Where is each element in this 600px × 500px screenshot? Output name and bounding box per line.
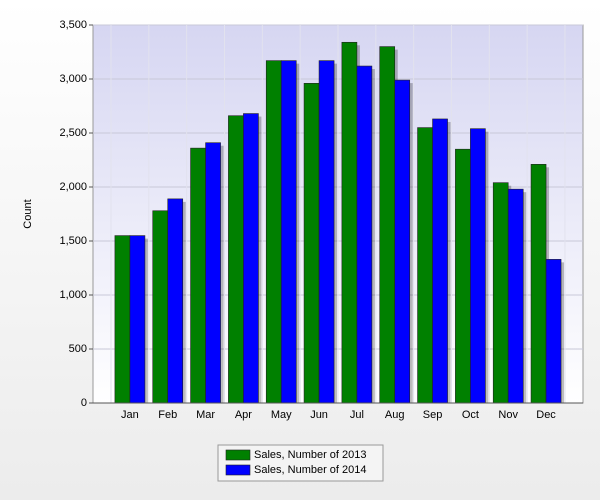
x-tick-label: May xyxy=(271,409,292,421)
legend-label: Sales, Number of 2013 xyxy=(254,449,367,461)
y-tick-label: 1,000 xyxy=(59,289,87,301)
bar xyxy=(167,198,184,404)
bar xyxy=(341,41,358,404)
x-tick-label: Nov xyxy=(498,409,518,421)
bar-shade xyxy=(220,145,224,403)
y-tick-label: 3,000 xyxy=(59,73,87,85)
bar-shade xyxy=(371,69,375,403)
x-tick-label: Aug xyxy=(385,409,405,421)
legend-swatch xyxy=(225,449,251,461)
y-tick-label: 1,500 xyxy=(59,235,87,247)
bar xyxy=(243,113,259,404)
x-tick-label: Mar xyxy=(196,409,215,421)
bar xyxy=(303,83,320,404)
x-tick-label: Oct xyxy=(462,409,479,421)
bar-shade xyxy=(296,63,300,403)
bar xyxy=(432,118,448,404)
bar xyxy=(379,46,396,404)
x-tick-label: Jun xyxy=(310,409,328,421)
bar xyxy=(417,127,433,404)
bar xyxy=(152,210,169,404)
bar xyxy=(455,148,471,404)
bar xyxy=(356,65,373,404)
bar xyxy=(205,142,221,404)
x-tick-label: Jul xyxy=(350,409,364,421)
y-tick-label: 3,500 xyxy=(59,19,87,31)
bar-shade xyxy=(409,83,413,403)
y-axis-label: Count xyxy=(22,199,34,228)
bar-shade xyxy=(258,116,262,403)
bar-shade xyxy=(334,63,338,403)
y-tick-label: 500 xyxy=(69,343,87,355)
bar-shade xyxy=(447,121,451,404)
bar xyxy=(492,182,509,404)
y-tick-label: 0 xyxy=(81,397,87,409)
bar xyxy=(129,235,146,404)
bar xyxy=(265,60,282,404)
bar-shade xyxy=(485,131,489,403)
bar xyxy=(228,115,244,404)
bar xyxy=(545,259,562,404)
bar xyxy=(470,128,486,404)
y-tick-label: 2,000 xyxy=(59,181,87,193)
bar xyxy=(114,235,131,404)
x-tick-label: Dec xyxy=(536,409,556,421)
bar-shade xyxy=(144,238,148,403)
bar xyxy=(318,60,335,404)
x-tick-label: Apr xyxy=(235,409,252,421)
bar-shade xyxy=(182,201,186,403)
bar xyxy=(530,164,547,404)
bar xyxy=(280,60,297,404)
legend-label: Sales, Number of 2014 xyxy=(254,464,367,476)
x-tick-label: Jan xyxy=(121,409,139,421)
x-tick-label: Sep xyxy=(423,409,443,421)
bar-shade xyxy=(523,192,527,403)
bar-shade xyxy=(561,262,565,403)
bar xyxy=(507,188,524,404)
legend-swatch xyxy=(225,464,251,476)
x-tick-label: Feb xyxy=(158,409,177,421)
y-tick-label: 2,500 xyxy=(59,127,87,139)
bar xyxy=(394,79,411,404)
bar xyxy=(190,147,206,404)
